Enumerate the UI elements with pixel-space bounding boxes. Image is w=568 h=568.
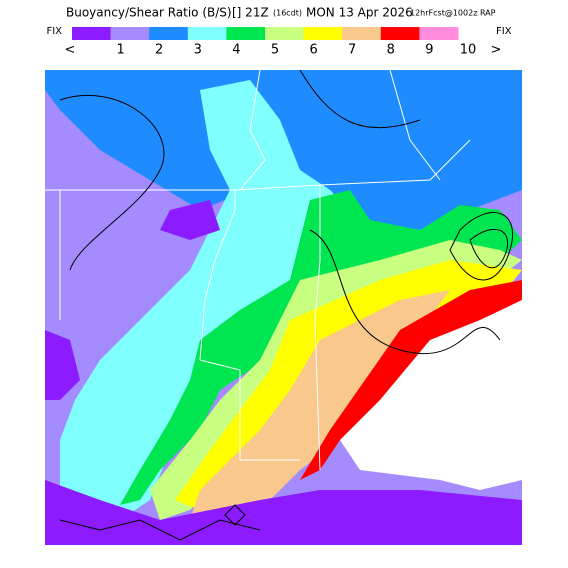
legend: 1 2 3 4 5 6 7 8 9 10 (72, 27, 476, 58)
legend-label: 3 (194, 43, 202, 58)
legend-label: 6 (309, 43, 317, 58)
prev-button[interactable]: < (65, 43, 76, 58)
legend-label: 5 (271, 43, 279, 58)
fix-left[interactable]: FIX (46, 26, 62, 37)
source: 12hrFcst@1002z RAP (410, 9, 496, 18)
legend-label: 9 (425, 43, 433, 58)
legend-label: 8 (387, 43, 395, 58)
legend-swatch (187, 27, 227, 40)
legend-label: 7 (348, 43, 356, 58)
legend-label: 1 (116, 43, 124, 58)
legend-label: 2 (155, 43, 163, 58)
date: MON 13 Apr 2026 (306, 6, 413, 20)
legend-swatch (265, 27, 305, 40)
legend-swatch (226, 27, 266, 40)
local-time: (16cdt) (273, 9, 302, 18)
map (45, 70, 522, 545)
legend-swatch (380, 27, 420, 40)
legend-swatch (110, 27, 150, 40)
legend-swatch (72, 27, 112, 40)
legend-label: 10 (460, 43, 477, 58)
legend-swatch (303, 27, 343, 40)
legend-swatch (342, 27, 382, 40)
legend-swatch (149, 27, 189, 40)
next-button[interactable]: > (491, 43, 502, 58)
fix-right[interactable]: FIX (496, 26, 512, 37)
legend-swatch (419, 27, 459, 40)
valid-time: [] 21Z (232, 6, 269, 20)
title: Buoyancy/Shear Ratio (B/S) (66, 6, 232, 20)
legend-label: 4 (232, 43, 240, 58)
